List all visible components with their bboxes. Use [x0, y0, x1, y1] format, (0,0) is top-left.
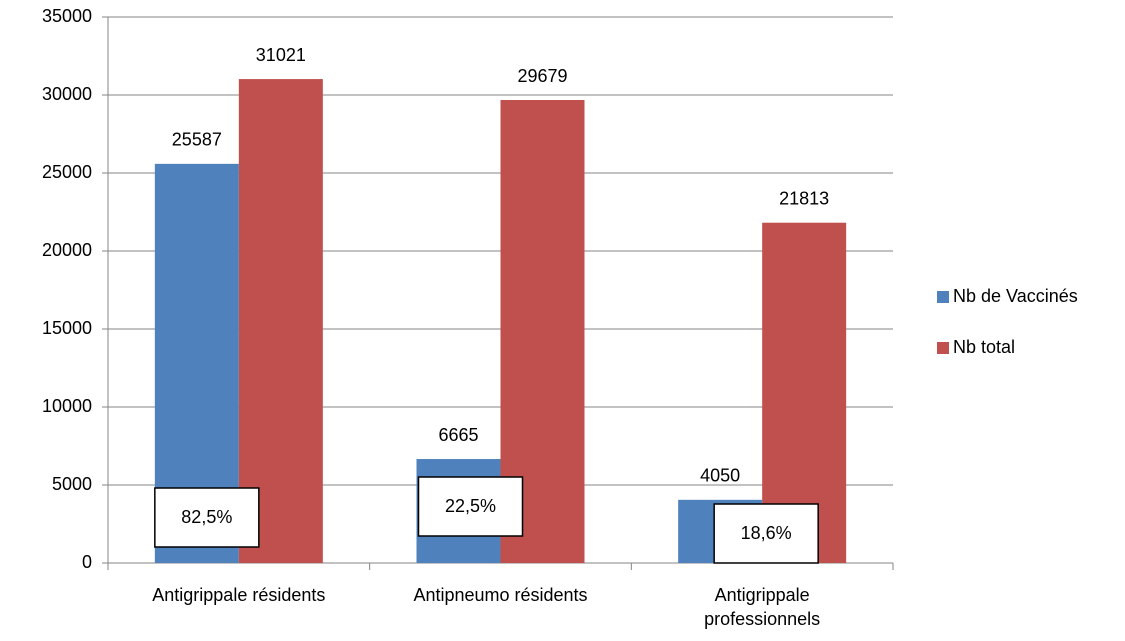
- x-tick-label: Antigrippale résidents: [152, 585, 326, 605]
- legend-label: Nb de Vaccinés: [953, 286, 1078, 306]
- y-tick-label: 0: [82, 552, 92, 572]
- y-tick-label: 10000: [42, 396, 92, 416]
- y-tick-label: 30000: [42, 84, 92, 104]
- annotation: 82,5%: [181, 507, 232, 527]
- legend-swatch: [937, 342, 949, 354]
- x-tick-label: Antipneumo résidents: [413, 585, 588, 605]
- y-tick-label: 25000: [42, 162, 92, 182]
- data-label: 29679: [517, 66, 567, 86]
- data-label: 21813: [779, 188, 829, 208]
- annotation-box: [417, 476, 524, 537]
- y-tick-label: 35000: [42, 6, 92, 26]
- annotation: 22,5%: [445, 496, 496, 516]
- legend-label: Nb total: [953, 337, 1015, 357]
- y-tick-label: 5000: [52, 474, 92, 494]
- data-label: 25587: [172, 130, 222, 150]
- bar: [238, 79, 323, 564]
- data-label: 4050: [700, 466, 740, 486]
- y-tick-label: 15000: [42, 318, 92, 338]
- x-tick-label: Antigrippale professionnels: [704, 585, 821, 629]
- annotation: 18,6%: [741, 523, 792, 543]
- data-label: 6665: [438, 425, 478, 445]
- y-tick-label: 20000: [42, 240, 92, 260]
- annotation-box: [154, 487, 260, 548]
- data-label: 31021: [256, 45, 306, 65]
- legend-swatch: [937, 291, 949, 303]
- annotation-box: [713, 503, 819, 564]
